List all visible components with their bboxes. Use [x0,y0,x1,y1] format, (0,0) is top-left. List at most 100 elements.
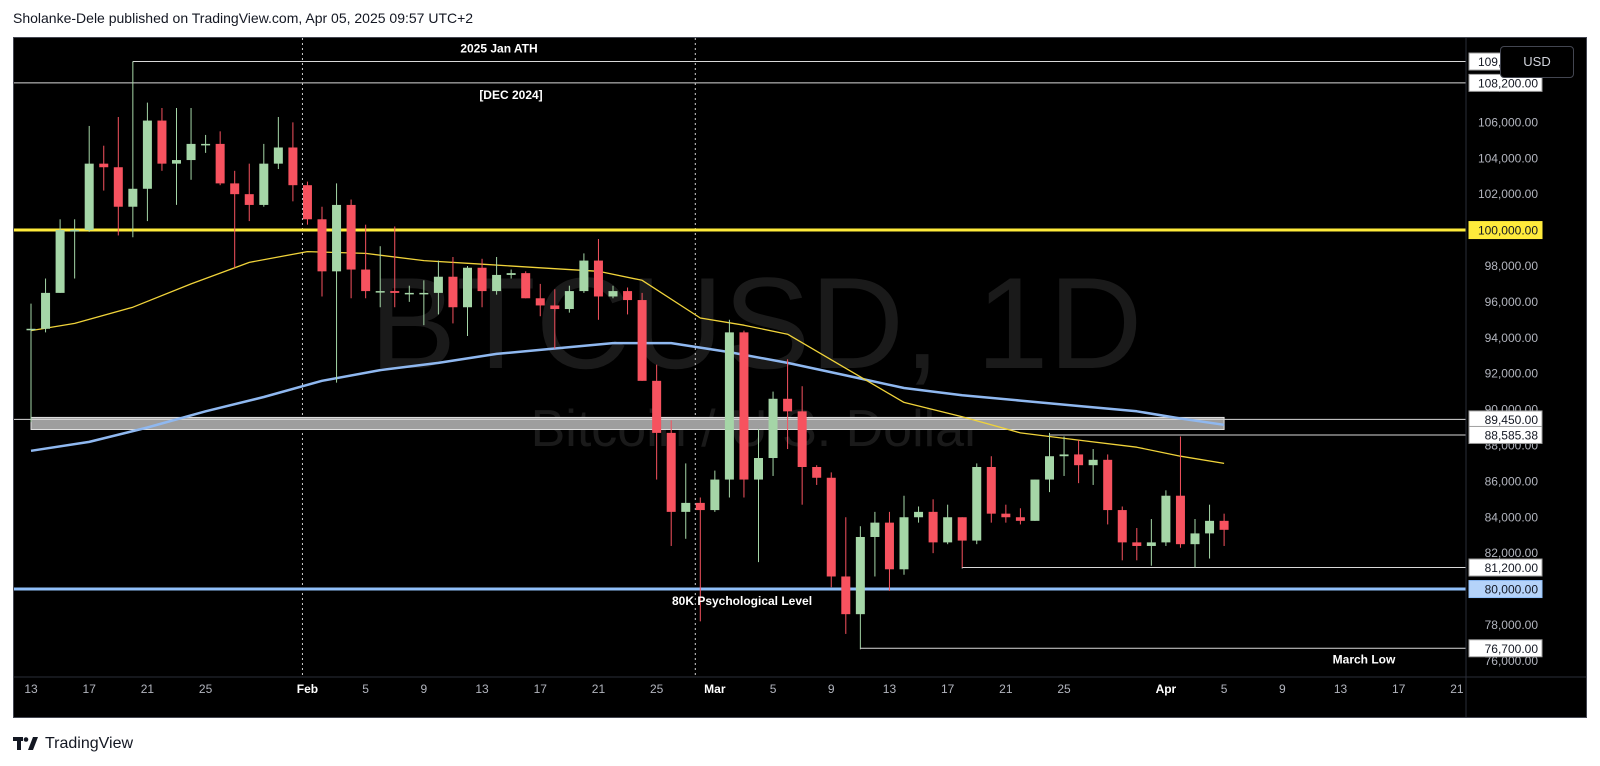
candle [681,463,691,539]
candle-body [448,276,458,308]
candle [637,292,647,381]
candle [41,278,51,333]
candle [666,420,676,546]
candle-body [1219,520,1229,530]
chart-area[interactable]: BTCUSD, 1DBitcoin / U.S. Dollar 2025 Jan… [13,37,1587,718]
candle [273,116,283,170]
candle [317,206,327,297]
candle-body [1175,495,1185,545]
candle [201,134,211,153]
price-level-badge-bg [1468,425,1543,444]
candle-body [404,292,414,295]
candle [608,285,618,299]
candle [506,269,516,279]
candle-body [1103,459,1113,511]
price-tick-label: 76,000.00 [1485,654,1539,668]
candle-body [870,522,880,537]
time-tick-label: 17 [941,682,955,696]
price-axis[interactable]: 76,000.00 78,000.00 80,000.00 82,000.00 84,0… [1468,52,1543,668]
candle-body [463,267,472,308]
price-level-badge-bg [1468,221,1543,240]
time-tick-label: 25 [650,682,664,696]
candles[interactable] [26,61,1229,649]
time-tick-label: 21 [999,682,1013,696]
candle-body [70,230,80,232]
candle [710,470,720,512]
horizontal-levels[interactable] [14,61,1466,650]
candle [899,495,909,575]
candle [564,285,574,313]
price-tick-label: 104,000.00 [1478,151,1538,165]
candle-body [826,477,836,577]
candle-body [608,291,618,297]
candle-body [841,576,851,615]
candle [593,239,603,320]
price-level-badge: 88,585.38 [1468,425,1543,444]
time-axis[interactable]: 13 17 21 25 Feb 5 9 13 17 21 25 Mar 5 9 13 17 21 25 Apr 5 9 1… [14,38,1586,717]
candle-body [797,411,807,467]
watermark-symbol: BTCUSD, 1D [370,250,1143,396]
time-tick-label: 17 [534,682,548,696]
candle-body [84,163,94,231]
level-annotation: [DEC 2024] [479,88,542,102]
price-level-badge: 76,700.00 [1468,639,1543,658]
publisher-header: Sholanke-Dele published on TradingView.c… [13,10,474,26]
candle [986,456,996,523]
time-tick-label: 9 [1279,682,1286,696]
candle [1117,506,1127,561]
candle [346,199,356,299]
price-chart[interactable]: BTCUSD, 1DBitcoin / U.S. Dollar 2025 Jan… [14,38,1586,717]
time-tick-label: 9 [421,682,428,696]
candle [535,283,545,317]
price-tick-label: 94,000.00 [1485,331,1539,345]
candle-body [550,305,560,310]
candle [1190,519,1200,568]
candle-body [390,291,400,293]
candle [1001,504,1011,523]
candle-body [783,398,793,412]
level-annotation: 2025 Jan ATH [460,42,537,56]
currency-button[interactable]: USD [1500,46,1574,78]
candle [215,131,225,186]
candle-body [128,188,138,207]
candle [579,253,589,293]
candle-body [230,183,240,195]
candle [724,319,734,498]
candle [70,219,80,279]
time-tick-label: 9 [828,682,835,696]
candle [739,330,749,498]
time-tick-label: 25 [1057,682,1071,696]
ma-short-line [30,250,1225,465]
tradingview-logo-icon [13,737,38,750]
candle-body [957,517,967,541]
candle-body [186,143,196,161]
candle-body [739,332,749,480]
candle-body [768,398,778,459]
candle [870,511,880,577]
candle-body [477,267,487,292]
candle [448,256,458,324]
candle [1175,436,1185,548]
candle-body [113,167,123,207]
candle-body [157,120,167,164]
candle [957,517,967,568]
candle [230,170,240,268]
candle-body [899,517,909,570]
candle [972,463,982,545]
candle [928,499,938,554]
candle-body [346,204,356,270]
time-tick-label: Apr [1156,682,1177,696]
price-tick-label: 98,000.00 [1485,259,1539,273]
level-annotations: 2025 Jan ATH [DEC 2024] 80K Psychological … [460,42,1396,667]
tradingview-logo[interactable]: TradingView [13,733,133,755]
price-tick-label: 82,000.00 [1485,546,1539,560]
level-annotation: 80K Psychological Level [672,594,812,608]
price-level-badge: 81,200.00 [1468,558,1543,577]
candle-body [1074,454,1084,466]
candle-body [695,502,705,511]
candle-body [928,511,938,543]
candle-body [535,298,545,306]
candle [288,122,298,202]
candle-body [521,273,531,299]
brand-name: TradingView [45,735,134,752]
